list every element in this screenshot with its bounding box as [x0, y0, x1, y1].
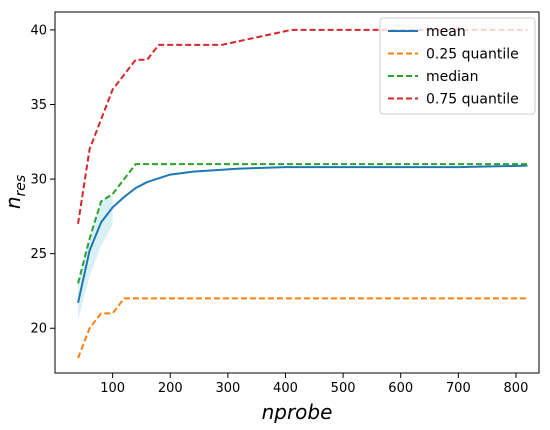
plot-frame-layer	[54, 11, 540, 374]
y-tick-label: 25	[30, 247, 47, 262]
x-tick-label: 600	[388, 381, 413, 396]
spread-band	[78, 193, 113, 321]
series-line-1	[77, 297, 528, 359]
series-line-3	[77, 28, 528, 224]
x-axis-ticks: 100 200 300 400 500 600 700 800	[100, 373, 528, 396]
y-axis-label-base: n	[1, 196, 25, 209]
legend-label: mean	[426, 24, 466, 40]
spread-band-layer	[78, 193, 113, 321]
plot-frame	[54, 11, 540, 374]
x-tick-label: 200	[158, 381, 183, 396]
y-axis-ticks: 20 25 30 35 40	[30, 23, 55, 337]
legend-label: median	[426, 69, 478, 85]
y-tick-label: 35	[30, 98, 47, 113]
series-line-2	[77, 163, 528, 284]
y-axis-label-subscript: res	[13, 175, 29, 197]
y-tick-label: 40	[30, 23, 47, 38]
y-tick-label: 20	[30, 322, 47, 337]
legend-box	[379, 17, 536, 115]
series-line-0	[77, 164, 528, 304]
series-layer	[77, 28, 528, 359]
x-tick-label: 500	[331, 381, 356, 396]
legend-label: 0.25 quantile	[426, 47, 519, 63]
legend: mean 0.25 quantile median 0.75 quantile	[379, 17, 536, 115]
x-tick-label: 400	[273, 381, 298, 396]
x-axis-label: nprobe	[262, 400, 333, 424]
legend-label: 0.75 quantile	[426, 92, 519, 108]
x-tick-label: 700	[446, 381, 471, 396]
x-tick-label: 800	[504, 381, 529, 396]
y-tick-label: 30	[30, 173, 47, 188]
x-tick-label: 300	[215, 381, 240, 396]
x-tick-label: 100	[100, 381, 125, 396]
y-axis-label: nres	[1, 175, 29, 209]
